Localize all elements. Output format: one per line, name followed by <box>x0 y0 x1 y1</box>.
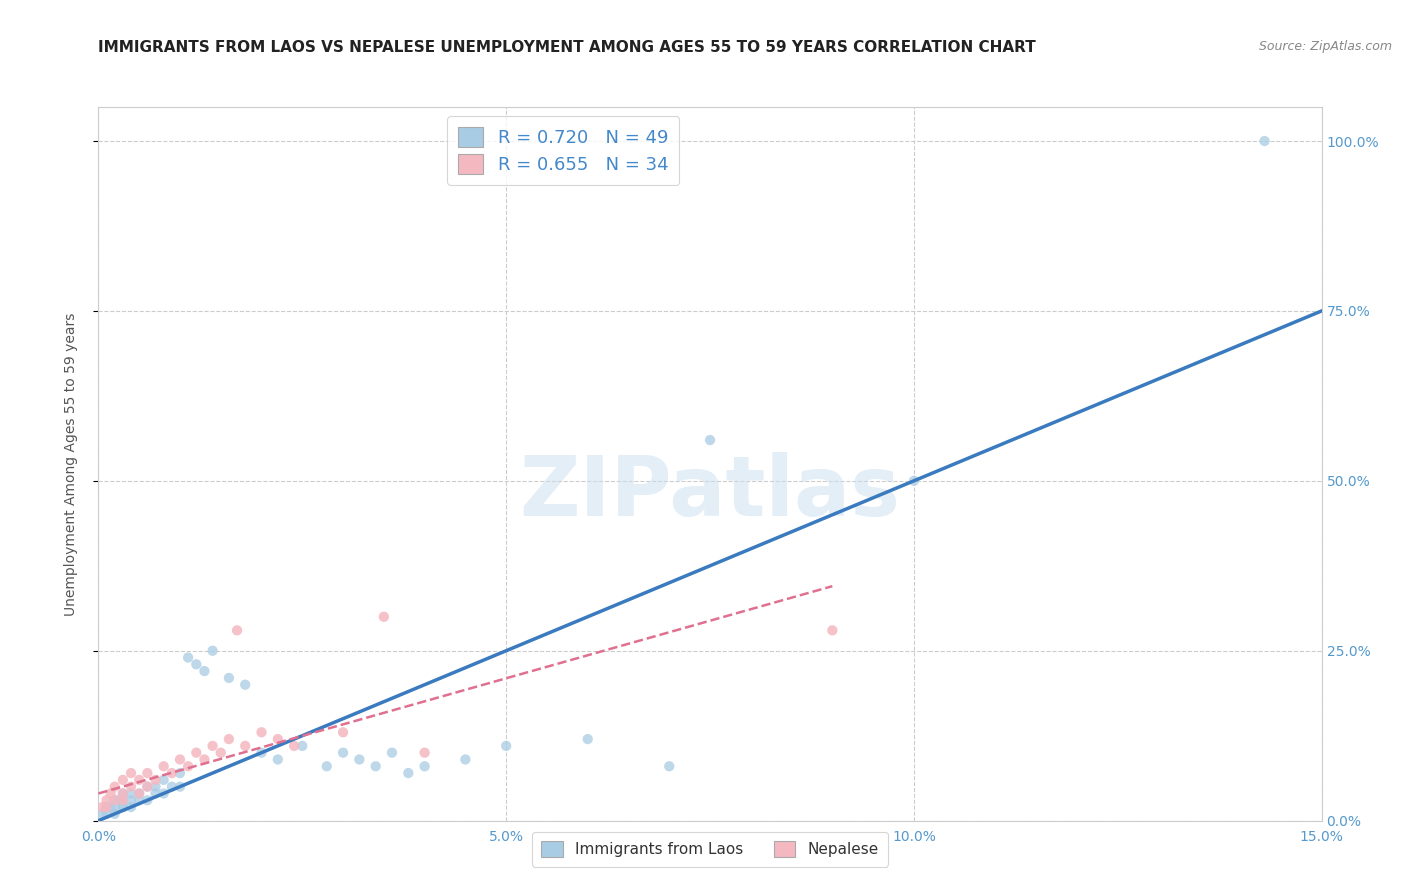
Point <box>100 787 122 801</box>
Point <box>413 746 436 760</box>
Point <box>160 780 183 794</box>
Point <box>233 739 256 753</box>
Point <box>136 780 159 794</box>
Point <box>193 664 215 678</box>
Point <box>699 433 721 447</box>
Point <box>209 746 232 760</box>
Point <box>396 766 419 780</box>
Point <box>111 793 134 807</box>
Point <box>218 732 240 747</box>
Point <box>111 787 134 801</box>
Point <box>111 793 134 807</box>
Point <box>96 800 118 814</box>
Point <box>96 800 118 814</box>
Point <box>169 752 191 766</box>
Point <box>136 766 159 780</box>
Point <box>111 772 134 787</box>
Point <box>315 759 337 773</box>
Point <box>96 793 118 807</box>
Point <box>291 739 314 753</box>
Point <box>267 752 290 766</box>
Point <box>349 752 371 766</box>
Point <box>454 752 477 766</box>
Point <box>128 772 150 787</box>
Point <box>186 657 208 672</box>
Text: Source: ZipAtlas.com: Source: ZipAtlas.com <box>1258 40 1392 54</box>
Point <box>332 725 354 739</box>
Point <box>903 474 925 488</box>
Point <box>104 793 127 807</box>
Point <box>193 752 215 766</box>
Point <box>332 746 354 760</box>
Point <box>821 624 844 638</box>
Point <box>111 800 134 814</box>
Point <box>169 766 191 780</box>
Point <box>201 739 224 753</box>
Point <box>218 671 240 685</box>
Point <box>128 793 150 807</box>
Point <box>120 800 142 814</box>
Point <box>152 759 174 773</box>
Point <box>145 780 167 794</box>
Legend: Immigrants from Laos, Nepalese: Immigrants from Laos, Nepalese <box>533 831 887 866</box>
Point <box>145 772 167 787</box>
Point <box>111 787 134 801</box>
Point <box>128 787 150 801</box>
Point <box>104 800 127 814</box>
Point <box>250 746 273 760</box>
Point <box>145 787 167 801</box>
Point <box>91 806 114 821</box>
Point <box>152 787 174 801</box>
Text: IMMIGRANTS FROM LAOS VS NEPALESE UNEMPLOYMENT AMONG AGES 55 TO 59 YEARS CORRELAT: IMMIGRANTS FROM LAOS VS NEPALESE UNEMPLO… <box>98 40 1036 55</box>
Point <box>160 766 183 780</box>
Point <box>104 793 127 807</box>
Point <box>111 800 134 814</box>
Point <box>96 806 118 821</box>
Point <box>152 772 174 787</box>
Point <box>1253 134 1275 148</box>
Point <box>120 793 142 807</box>
Point <box>413 759 436 773</box>
Point <box>381 746 404 760</box>
Point <box>104 806 127 821</box>
Point <box>108 793 131 807</box>
Y-axis label: Unemployment Among Ages 55 to 59 years: Unemployment Among Ages 55 to 59 years <box>63 312 77 615</box>
Point <box>658 759 681 773</box>
Point <box>128 787 150 801</box>
Point <box>120 787 142 801</box>
Point <box>136 793 159 807</box>
Point <box>226 624 249 638</box>
Point <box>250 725 273 739</box>
Point <box>233 678 256 692</box>
Point <box>186 746 208 760</box>
Point <box>495 739 517 753</box>
Point <box>364 759 387 773</box>
Point <box>373 609 395 624</box>
Point <box>91 800 114 814</box>
Point <box>267 732 290 747</box>
Point <box>576 732 599 747</box>
Point <box>283 739 305 753</box>
Point <box>177 759 200 773</box>
Point <box>136 780 159 794</box>
Point <box>100 800 122 814</box>
Text: ZIPatlas: ZIPatlas <box>520 452 900 533</box>
Point <box>120 766 142 780</box>
Point <box>201 644 224 658</box>
Point <box>177 650 200 665</box>
Point <box>120 780 142 794</box>
Point <box>169 780 191 794</box>
Point <box>104 780 127 794</box>
